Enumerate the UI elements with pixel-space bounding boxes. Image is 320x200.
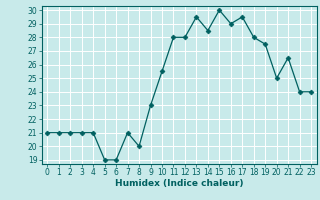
X-axis label: Humidex (Indice chaleur): Humidex (Indice chaleur) [115, 179, 244, 188]
